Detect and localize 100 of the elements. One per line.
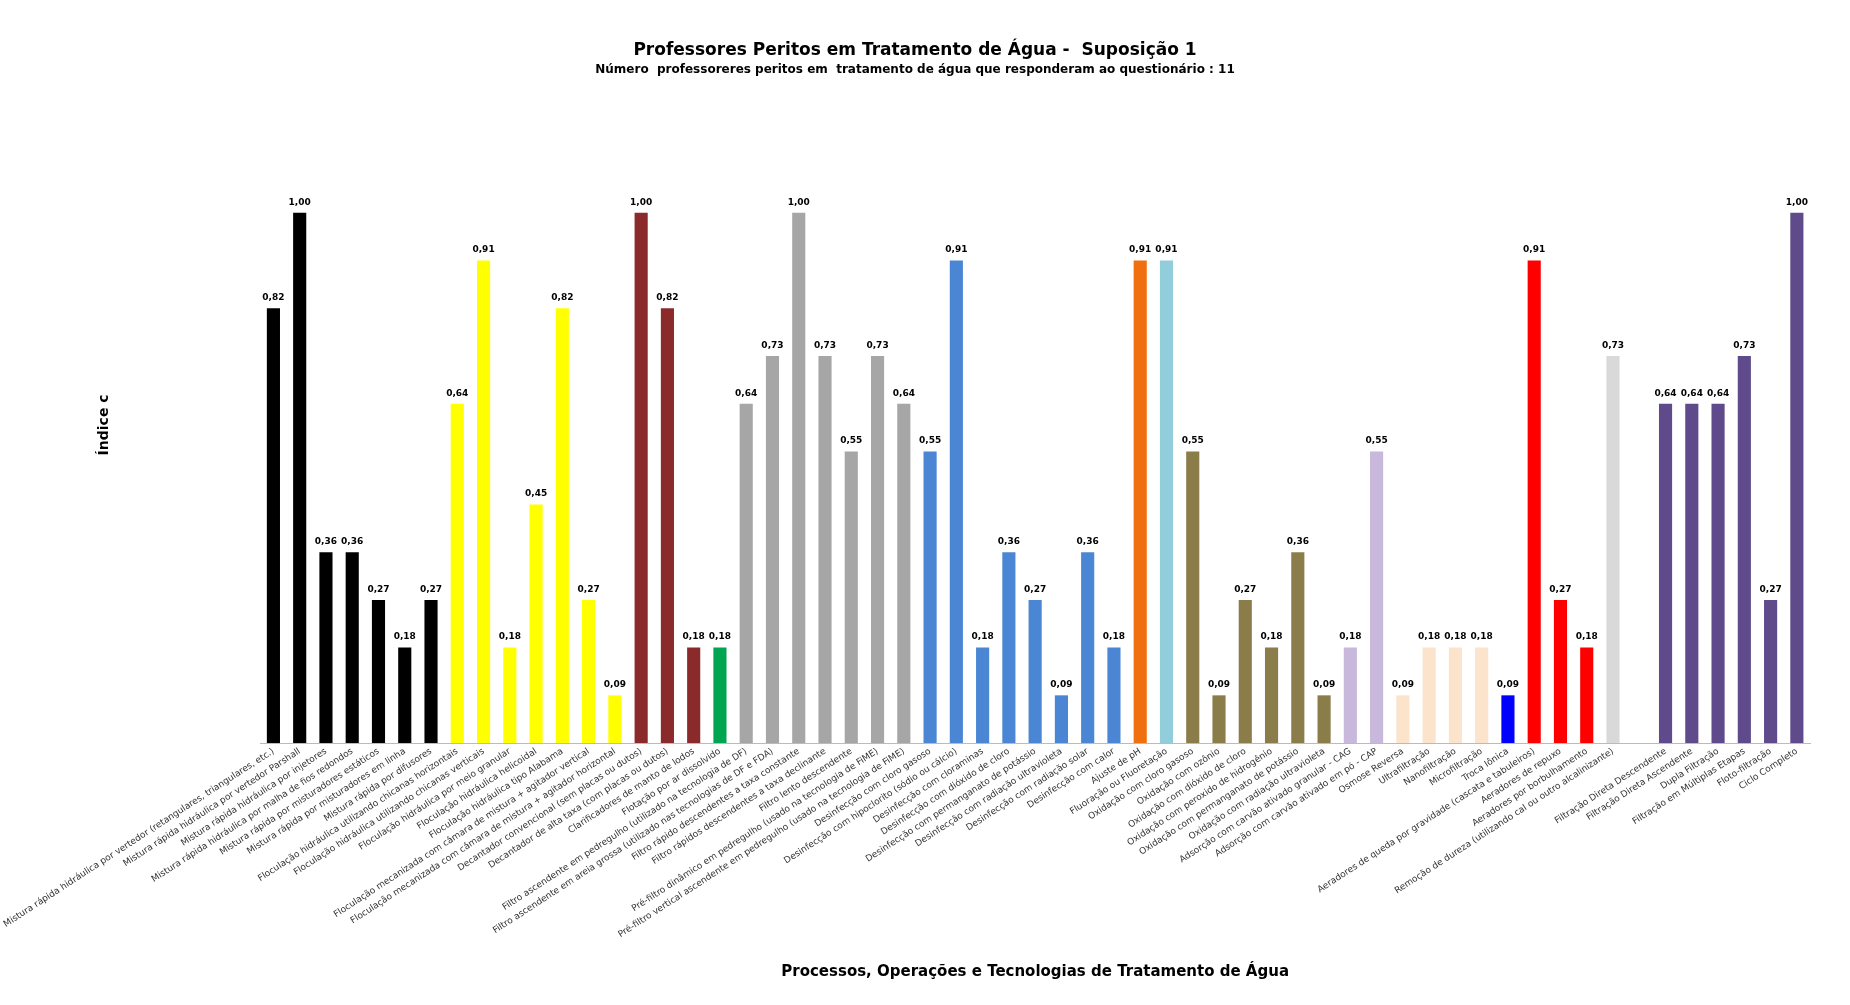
data-label: 0,09 xyxy=(1207,679,1231,690)
bar xyxy=(634,212,648,744)
bar xyxy=(555,308,569,744)
data-label: 0,73 xyxy=(866,339,889,350)
data-label: 0,55 xyxy=(1365,435,1388,446)
bar xyxy=(1370,451,1384,744)
bar xyxy=(1133,260,1147,744)
bar xyxy=(266,308,280,744)
bar xyxy=(1606,356,1620,744)
data-label: 0,45 xyxy=(524,488,548,499)
bar xyxy=(1317,695,1331,744)
data-label: 0,73 xyxy=(813,339,837,350)
bar xyxy=(476,260,491,744)
data-label: 0,73 xyxy=(1601,339,1625,350)
data-label: 0,91 xyxy=(945,244,968,255)
data-label: 0,27 xyxy=(577,583,600,594)
data-label: 0,64 xyxy=(735,387,758,398)
data-label: 0,91 xyxy=(1155,244,1178,255)
bar xyxy=(1553,599,1568,744)
data-label: 0,27 xyxy=(1234,583,1257,594)
data-label: 0,55 xyxy=(840,435,863,446)
data-label: 0,73 xyxy=(761,339,784,350)
bar xyxy=(1737,356,1751,744)
bar xyxy=(923,451,937,744)
bar xyxy=(687,647,701,744)
data-label: 0,64 xyxy=(1706,387,1730,398)
data-label: 1,00 xyxy=(787,196,810,207)
bar xyxy=(1527,260,1541,744)
bar xyxy=(792,212,806,744)
bar xyxy=(1343,647,1357,744)
data-label: 0,09 xyxy=(1312,679,1336,690)
bar xyxy=(1107,647,1121,744)
data-label: 0,18 xyxy=(498,631,521,642)
bar xyxy=(1081,552,1095,744)
data-label: 0,27 xyxy=(419,583,443,594)
bar xyxy=(1448,647,1462,744)
bar xyxy=(582,599,596,744)
bar xyxy=(844,451,858,744)
data-label: 0,64 xyxy=(892,387,915,398)
bar xyxy=(293,212,307,744)
bar xyxy=(713,647,727,744)
bar xyxy=(345,552,359,744)
data-label: 0,09 xyxy=(1496,679,1520,690)
bar xyxy=(1002,552,1016,744)
data-label: 0,18 xyxy=(682,631,705,642)
bar xyxy=(1054,695,1068,744)
bar xyxy=(1212,695,1226,744)
bar xyxy=(897,403,911,744)
bar xyxy=(1238,599,1252,744)
data-label: 0,64 xyxy=(1680,387,1703,398)
data-label: 0,73 xyxy=(1733,339,1756,350)
bar xyxy=(818,356,832,744)
data-label: 0,18 xyxy=(708,631,732,642)
bar xyxy=(765,356,780,744)
bar xyxy=(976,647,990,744)
data-label: 0,36 xyxy=(1076,536,1099,547)
data-label: 0,36 xyxy=(997,536,1020,547)
data-label: 0,09 xyxy=(1050,679,1073,690)
data-label: 0,91 xyxy=(1523,244,1546,255)
data-label: 0,55 xyxy=(918,435,942,446)
x-axis-title: Processos, Operações e Tecnologias de Tratamento de Água xyxy=(781,960,1290,980)
bar xyxy=(1580,647,1594,744)
data-label: 0,18 xyxy=(1470,631,1493,642)
data-label: 0,18 xyxy=(1260,631,1283,642)
data-label: 0,82 xyxy=(262,292,285,303)
bar xyxy=(1422,647,1436,744)
data-label: 0,18 xyxy=(1418,631,1441,642)
bar xyxy=(1475,647,1489,744)
data-label: 0,82 xyxy=(551,292,574,303)
data-label: 0,18 xyxy=(1102,631,1126,642)
bar xyxy=(529,504,543,744)
bar xyxy=(1186,451,1200,744)
bar xyxy=(1790,212,1804,744)
data-label: 0,36 xyxy=(1286,536,1309,547)
data-label: 0,64 xyxy=(446,387,469,398)
data-label: 0,36 xyxy=(314,536,338,547)
data-label: 0,09 xyxy=(1391,679,1414,690)
bar xyxy=(1396,695,1410,744)
bar xyxy=(1764,599,1778,744)
bar xyxy=(1501,695,1515,744)
data-label: 0,27 xyxy=(367,583,390,594)
bar xyxy=(1658,403,1673,744)
data-label: 1,00 xyxy=(288,196,311,207)
data-label: 0,91 xyxy=(472,244,495,255)
chart-subtitle: Número professoreres peritos em tratamento de água que responderam ao questionário : 11 xyxy=(595,61,1235,76)
bar xyxy=(1685,403,1699,744)
bar xyxy=(503,647,517,744)
data-label: 0,91 xyxy=(1129,244,1152,255)
data-label: 0,64 xyxy=(1654,387,1677,398)
bar xyxy=(660,308,674,744)
bar xyxy=(319,552,333,744)
bar xyxy=(1264,647,1279,744)
chart-title: Professores Peritos em Tratamento de Água - Suposição 1 xyxy=(633,37,1197,59)
bar xyxy=(739,403,753,744)
data-label: 0,27 xyxy=(1759,583,1782,594)
data-label: 1,00 xyxy=(1785,196,1808,207)
data-label: 0,55 xyxy=(1181,435,1204,446)
data-label: 0,27 xyxy=(1549,583,1572,594)
bar xyxy=(949,260,963,744)
data-label: 0,18 xyxy=(1339,631,1362,642)
